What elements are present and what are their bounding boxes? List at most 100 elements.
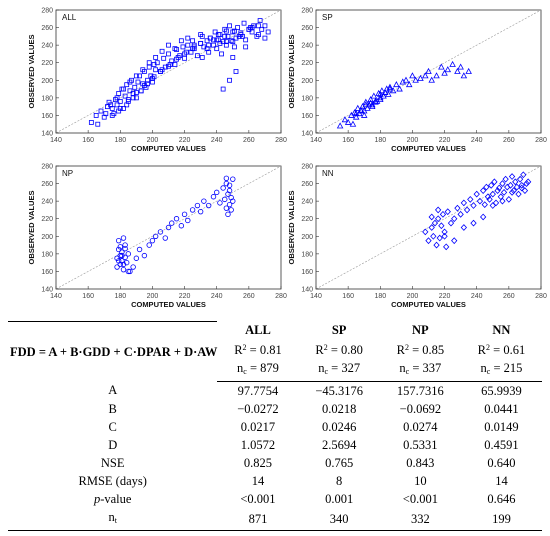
column-header-all: ALL [245, 322, 271, 337]
data-point [357, 107, 365, 114]
y-tick-label: 200 [301, 78, 313, 85]
data-point [207, 35, 213, 41]
data-point [451, 237, 458, 245]
data-point [444, 208, 451, 216]
y-tick-label: 260 [41, 25, 53, 32]
data-point [130, 95, 136, 101]
data-point [357, 106, 365, 113]
data-point [114, 264, 120, 270]
data-point [508, 173, 516, 180]
data-point [226, 187, 233, 194]
data-point [191, 44, 197, 50]
data-point [368, 101, 376, 108]
data-point [430, 232, 437, 240]
data-point [365, 101, 373, 108]
panel-title: NP [62, 169, 73, 178]
nc-cell: nc = 879 [217, 358, 299, 382]
x-tick-label: 180 [374, 293, 386, 300]
data-point [454, 204, 461, 212]
data-point [141, 252, 148, 259]
nc-cell: nc = 215 [460, 358, 542, 382]
data-point [185, 217, 191, 224]
x-tick-label: 280 [535, 137, 547, 144]
data-point [433, 241, 440, 249]
data-point [154, 60, 160, 66]
y-tick-label: 200 [41, 234, 53, 241]
data-point [233, 69, 239, 74]
y-tick-label: 260 [301, 181, 313, 188]
data-point [214, 46, 220, 52]
y-tick-label: 260 [41, 181, 53, 188]
data-point [165, 224, 172, 231]
table-row: RMSE (days) 14 8 10 14 [78, 473, 508, 488]
data-point [115, 246, 122, 253]
x-tick-label: 240 [211, 137, 223, 144]
data-point [443, 243, 450, 251]
data-point [243, 37, 249, 43]
data-point [354, 104, 362, 111]
data-point [222, 196, 228, 203]
data-point [484, 193, 492, 201]
data-point [465, 67, 472, 74]
data-point [351, 109, 358, 116]
data-point [518, 184, 525, 192]
data-point [93, 113, 99, 118]
scatter-panel-nn: 140 160 180 200 220 240 260 280 140 160 180 200 220 2… [287, 164, 547, 310]
data-point [114, 102, 120, 108]
data-point [470, 202, 477, 209]
y-tick-label: 140 [41, 287, 53, 294]
data-point [470, 219, 477, 227]
data-point [362, 98, 370, 105]
data-point [137, 73, 142, 79]
data-point [138, 88, 144, 94]
x-tick-label: 200 [147, 137, 159, 144]
data-point [181, 211, 188, 218]
data-point [172, 46, 178, 52]
data-point [114, 255, 120, 261]
y-tick-label: 180 [41, 251, 53, 258]
x-tick-label: 280 [275, 293, 287, 300]
panel-title: SP [322, 13, 333, 22]
data-point [444, 66, 452, 73]
data-point [515, 190, 522, 198]
data-point [428, 224, 435, 231]
data-point [159, 48, 165, 54]
data-point [166, 51, 171, 57]
data-point [431, 219, 439, 227]
data-point [109, 113, 115, 118]
data-point [120, 266, 127, 273]
y-tick-label: 200 [41, 78, 53, 85]
data-point [152, 233, 159, 239]
data-point [198, 32, 204, 37]
y-tick-label: 140 [301, 287, 313, 294]
y-axis-label: OBSERVED VALUES [287, 35, 296, 109]
scatter-panel-sp: 140 160 180 200 220 240 260 280 140 160 180 200 220 2… [287, 8, 547, 154]
x-tick-label: 160 [82, 137, 94, 144]
data-point [157, 229, 164, 235]
data-point [132, 84, 138, 90]
data-point [230, 55, 236, 60]
data-point [219, 51, 224, 57]
r2-cell: R2 = 0.81 [234, 342, 282, 357]
data-point [367, 95, 374, 103]
data-point [175, 55, 181, 60]
one-to-one-line [315, 165, 542, 290]
data-point [512, 178, 519, 186]
data-point [230, 39, 236, 45]
y-tick-label: 220 [301, 60, 313, 67]
data-point [120, 261, 127, 268]
column-header-sp: SP [331, 322, 347, 337]
data-point [133, 95, 139, 101]
y-tick-label: 180 [301, 251, 313, 258]
data-point [505, 195, 513, 203]
data-point [130, 264, 136, 270]
data-point [121, 106, 126, 111]
data-point [438, 222, 445, 230]
data-point [262, 23, 268, 29]
data-point [259, 26, 265, 32]
data-point [136, 246, 143, 253]
x-tick-label: 160 [342, 293, 354, 300]
x-tick-label: 280 [535, 293, 547, 300]
data-point [222, 33, 228, 39]
data-point [173, 216, 180, 222]
